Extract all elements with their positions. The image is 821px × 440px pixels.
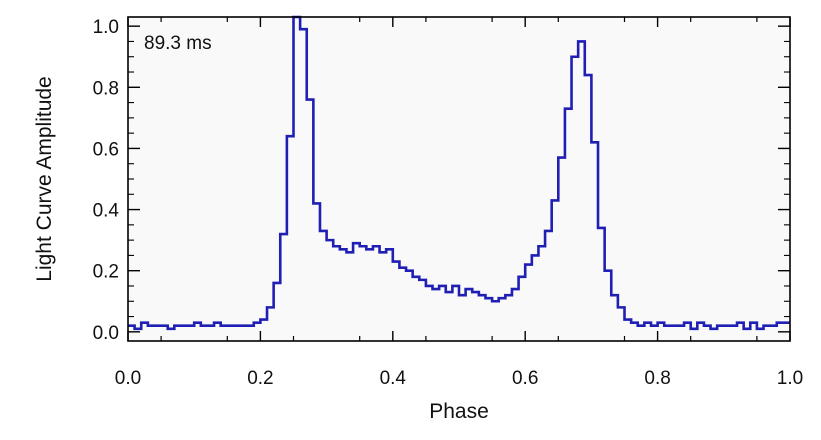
- x-tick-label: 0.6: [512, 368, 538, 389]
- series-layer: [128, 15, 790, 331]
- light-curve-series: [128, 15, 790, 331]
- plot-frame: [127, 16, 791, 342]
- tick-labels: 0.0 0.2 0.4 0.6 0.8 1.0 0.0 0.2 0.4 0.6 0.8 1.0: [93, 17, 804, 389]
- y-tick-label: 0.6: [93, 139, 119, 160]
- y-tick-label: 0.4: [93, 201, 120, 222]
- x-tick-label: 0.8: [644, 368, 670, 389]
- x-tick-label: 1.0: [777, 368, 803, 389]
- y-tick-label: 0.2: [93, 262, 119, 283]
- y-tick-label: 0.8: [93, 78, 119, 99]
- y-tick-label: 1.0: [93, 17, 119, 38]
- x-tick-label: 0.2: [247, 368, 273, 389]
- x-tick-label: 0.4: [380, 368, 407, 389]
- x-tick-label: 0.0: [115, 368, 141, 389]
- y-tick-label: 0.0: [93, 323, 119, 344]
- y-axis-title: Light Curve Amplitude: [33, 76, 56, 281]
- x-axis-title: Phase: [429, 400, 489, 423]
- period-annotation: 89.3 ms: [144, 33, 212, 54]
